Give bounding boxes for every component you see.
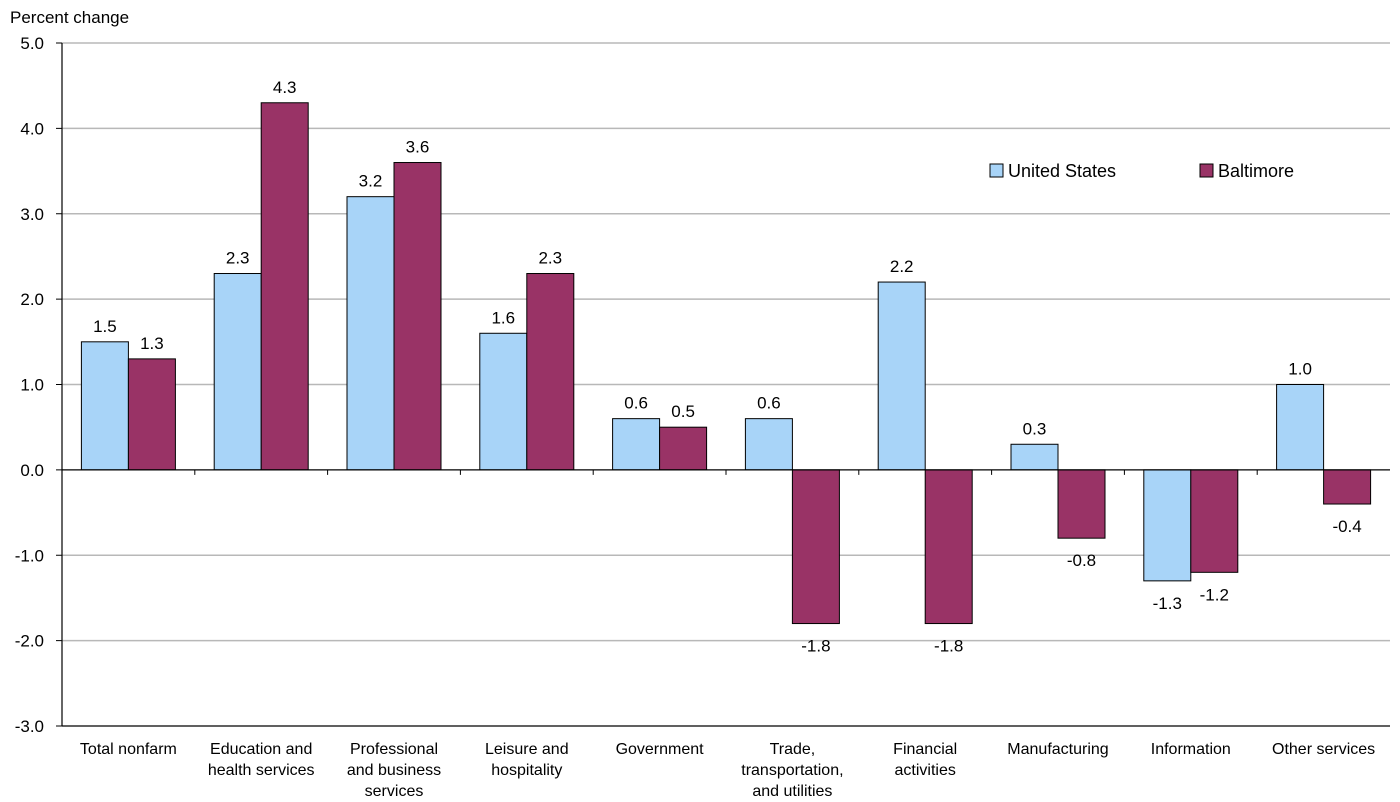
data-label: 0.3 bbox=[1023, 419, 1047, 438]
data-label: 3.6 bbox=[406, 138, 430, 157]
bar-united-states bbox=[1143, 469, 1192, 582]
x-tick-label: Leisure and hospitality bbox=[485, 741, 569, 779]
x-tick-label: Manufacturing bbox=[1007, 741, 1108, 758]
y-tick-label: -1.0 bbox=[15, 546, 44, 565]
legend: United States Baltimore bbox=[989, 161, 1294, 181]
data-label: -1.3 bbox=[1153, 594, 1182, 613]
bar-united-states bbox=[612, 418, 661, 471]
data-label: -1.2 bbox=[1200, 585, 1229, 604]
bar-baltimore bbox=[1190, 469, 1239, 573]
bar-united-states bbox=[479, 332, 528, 471]
bar-baltimore bbox=[526, 273, 575, 471]
y-tick-label: 1.0 bbox=[20, 376, 44, 395]
bar-united-states bbox=[877, 281, 926, 471]
bar-baltimore bbox=[791, 469, 840, 625]
y-tick-label: 2.0 bbox=[20, 290, 44, 309]
data-label: 0.5 bbox=[671, 402, 695, 421]
bar-baltimore bbox=[260, 102, 309, 471]
x-tick-label: Professional and business services bbox=[347, 741, 441, 800]
bar-united-states bbox=[213, 273, 262, 471]
data-label: 1.5 bbox=[93, 317, 117, 336]
legend-swatch bbox=[1199, 163, 1214, 178]
x-tick-label: Other services bbox=[1272, 741, 1375, 758]
y-tick-label: 5.0 bbox=[20, 34, 44, 53]
legend-label: United States bbox=[1008, 161, 1116, 181]
bar-baltimore bbox=[393, 162, 442, 471]
y-tick-label: -3.0 bbox=[15, 717, 44, 736]
x-tick-label: Information bbox=[1151, 741, 1231, 758]
y-tick-label: 3.0 bbox=[20, 205, 44, 224]
y-axis-title: Percent change bbox=[10, 8, 129, 27]
bar-united-states bbox=[1276, 384, 1325, 471]
data-label: -1.8 bbox=[801, 637, 830, 656]
bar-baltimore bbox=[1057, 469, 1106, 539]
bar-united-states bbox=[346, 196, 395, 471]
data-label: 1.6 bbox=[491, 308, 515, 327]
x-tick-label: Trade, transportation, and utilities bbox=[741, 741, 843, 800]
bar-united-states bbox=[80, 341, 129, 471]
x-tick-label: Government bbox=[616, 741, 705, 758]
data-label: 1.3 bbox=[140, 334, 164, 353]
bar-united-states bbox=[744, 418, 793, 471]
data-label: 0.6 bbox=[757, 394, 781, 413]
data-label: 2.3 bbox=[226, 249, 250, 268]
axes: 5.0 4.0 3.0 2.0 1.0 0.0 -1.0 -2.0 -3.0 Total nonf… bbox=[15, 34, 1390, 800]
data-label: 2.3 bbox=[538, 249, 562, 268]
legend-label: Baltimore bbox=[1218, 161, 1294, 181]
y-tick-label: 4.0 bbox=[20, 119, 44, 138]
data-label: 1.0 bbox=[1288, 360, 1312, 379]
bar-baltimore bbox=[659, 426, 708, 471]
data-label: -0.8 bbox=[1067, 551, 1096, 570]
legend-swatch bbox=[989, 163, 1004, 178]
data-label: -1.8 bbox=[934, 637, 963, 656]
data-label: 4.3 bbox=[273, 78, 297, 97]
bar-baltimore bbox=[924, 469, 973, 625]
bar-united-states bbox=[1010, 443, 1059, 471]
data-label: 0.6 bbox=[624, 394, 648, 413]
bar-baltimore bbox=[1323, 469, 1372, 505]
data-label: 2.2 bbox=[890, 257, 914, 276]
data-label: -0.4 bbox=[1332, 517, 1361, 536]
bars: 1.5 1.3 2.3 4.3 3.2 3.6 1.6 2.3 0.6 0.5 0.6 -1.8 2.2… bbox=[80, 78, 1372, 656]
x-tick-label: Financial activities bbox=[893, 741, 957, 779]
y-tick-label: 0.0 bbox=[20, 461, 44, 480]
bar-baltimore bbox=[127, 358, 176, 471]
x-tick-label: Education and health services bbox=[208, 741, 315, 779]
data-label: 3.2 bbox=[359, 172, 383, 191]
y-tick-label: -2.0 bbox=[15, 632, 44, 651]
x-tick-label: Total nonfarm bbox=[80, 741, 177, 758]
